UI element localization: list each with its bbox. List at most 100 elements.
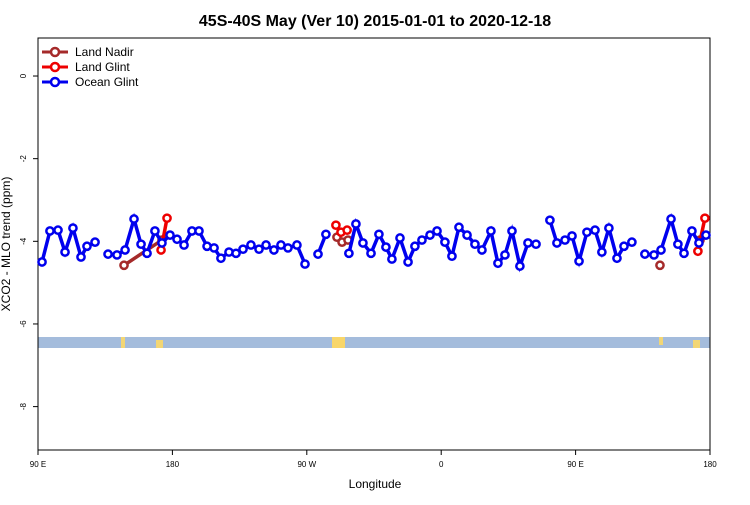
- land-patch: [693, 340, 700, 348]
- data-point: [470, 239, 480, 250]
- data-point: [342, 225, 352, 236]
- data-point: [103, 249, 113, 259]
- data-point: [283, 243, 293, 253]
- data-point: [560, 235, 570, 245]
- data-point: [656, 245, 666, 255]
- data-point: [447, 251, 457, 262]
- data-point: [172, 234, 182, 245]
- land-patch: [121, 337, 125, 348]
- x-tick-label: 90 E: [567, 460, 583, 469]
- data-point: [269, 245, 279, 255]
- data-point: [612, 253, 622, 264]
- data-point: [574, 256, 584, 266]
- x-tick-label: 0: [439, 460, 444, 469]
- data-point: [136, 239, 146, 250]
- data-point: [119, 260, 129, 271]
- x-tick-label: 90 E: [30, 460, 46, 469]
- data-point: [432, 226, 442, 236]
- plot-frame: [37, 37, 711, 451]
- ocean-band: [38, 337, 710, 348]
- data-point: [694, 238, 704, 248]
- data-point: [261, 240, 271, 250]
- data-point: [162, 213, 172, 224]
- legend-marker: [49, 76, 61, 88]
- data-point: [679, 248, 689, 259]
- data-point: [68, 223, 78, 233]
- data-point: [582, 227, 592, 238]
- data-point: [331, 220, 341, 231]
- data-point: [523, 238, 533, 248]
- data-point: [120, 245, 130, 255]
- data-point: [366, 248, 376, 259]
- data-point: [640, 249, 650, 259]
- data-point: [76, 252, 86, 262]
- surface-band: [38, 337, 710, 348]
- data-point: [417, 235, 427, 245]
- data-point: [477, 245, 487, 255]
- data-point: [493, 258, 503, 269]
- data-point: [486, 226, 496, 236]
- data-point: [410, 241, 420, 252]
- data-point: [231, 248, 241, 259]
- data-point: [673, 239, 683, 250]
- data-point: [321, 229, 331, 240]
- data-point: [374, 229, 384, 240]
- data-point: [254, 244, 264, 255]
- y-tick-label: -8: [19, 403, 28, 411]
- legend-marker: [49, 61, 61, 73]
- y-tick-label: -4: [19, 237, 28, 245]
- data-point: [590, 225, 600, 236]
- data-point: [395, 233, 405, 243]
- data-point: [619, 241, 629, 252]
- y-tick-label: 0: [19, 73, 28, 78]
- data-point: [403, 257, 413, 267]
- data-point: [693, 246, 703, 257]
- data-point: [150, 226, 160, 236]
- chart-title: 45S-40S May (Ver 10) 2015-01-01 to 2020-…: [199, 13, 551, 30]
- data-point: [238, 244, 248, 255]
- data-point: [701, 230, 711, 240]
- data-point: [358, 238, 368, 248]
- data-point: [194, 226, 204, 236]
- data-point: [90, 237, 100, 247]
- data-point: [387, 254, 397, 264]
- x-axis-label: Longitude: [349, 477, 402, 491]
- data-point: [292, 240, 302, 250]
- data-point: [209, 243, 219, 253]
- data-point: [37, 257, 47, 267]
- data-point: [545, 215, 555, 226]
- data-point: [500, 250, 510, 260]
- data-point: [454, 222, 464, 233]
- data-point: [597, 247, 607, 257]
- data-point: [129, 214, 139, 224]
- data-point: [112, 250, 122, 260]
- data-point: [344, 248, 354, 259]
- data-point: [351, 219, 361, 229]
- data-point: [687, 226, 697, 236]
- data-point: [300, 259, 310, 269]
- land-patch: [156, 340, 163, 348]
- data-point: [246, 240, 256, 250]
- data-point: [313, 249, 323, 259]
- data-point: [53, 225, 63, 236]
- data-point: [165, 230, 175, 240]
- data-point: [425, 230, 435, 240]
- data-point: [381, 242, 391, 252]
- data-point: [655, 260, 665, 271]
- data-point: [567, 231, 577, 241]
- x-tick-label: 180: [166, 460, 180, 469]
- x-tick-label: 180: [703, 460, 717, 469]
- data-point: [179, 240, 189, 250]
- data-point: [440, 237, 450, 247]
- data-point: [462, 230, 472, 240]
- data-point: [604, 223, 614, 233]
- land-patch: [659, 337, 663, 345]
- y-axis-label: XCO2 - MLO trend (ppm): [0, 177, 13, 312]
- data-point: [552, 238, 562, 248]
- legend-label: Ocean Glint: [75, 75, 139, 89]
- data-point: [531, 239, 541, 250]
- data-point: [515, 261, 525, 271]
- data-point: [216, 253, 226, 264]
- y-tick-label: -2: [19, 155, 28, 163]
